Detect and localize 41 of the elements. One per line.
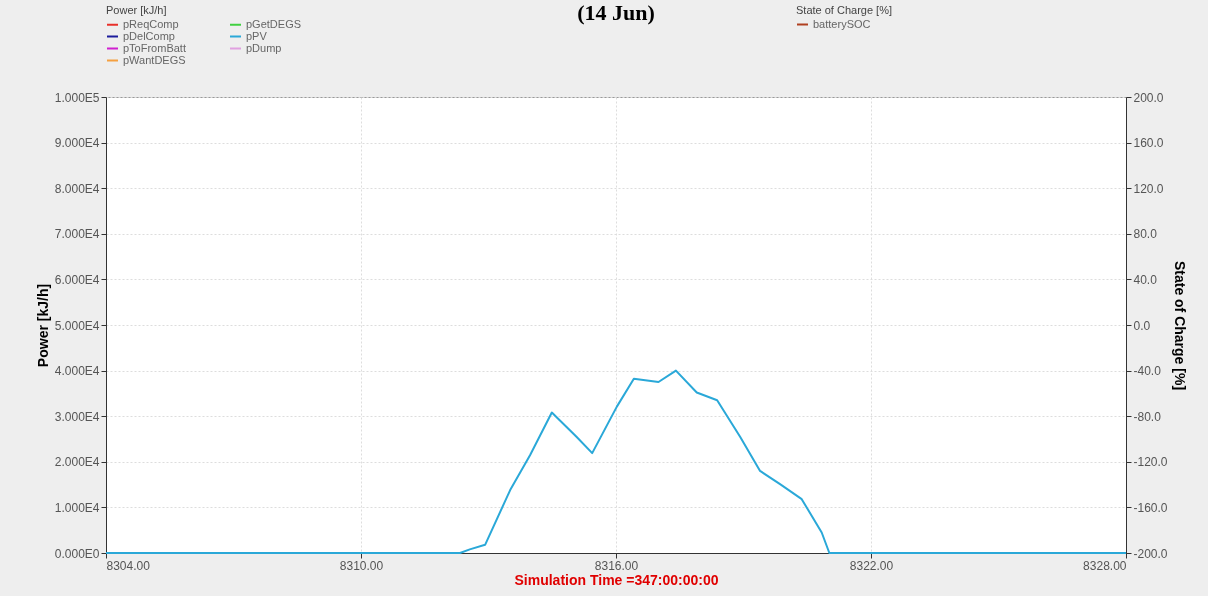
y2-tick-label: 200.0 (1133, 90, 1164, 105)
y2-tick-label: 120.0 (1133, 181, 1164, 196)
y2-tick-label: -40.0 (1133, 364, 1162, 379)
y-tick-label: 8.000E4 (54, 181, 100, 196)
y-tick-label: 0.000E0 (54, 546, 100, 561)
legend-title: Power [kJ/h] (106, 4, 167, 16)
y2-tick-label: -120.0 (1133, 455, 1168, 470)
y-axis-title: Power [kJ/h] (34, 283, 51, 368)
legend-label: batterySOC (813, 17, 871, 30)
y-tick-label: 4.000E4 (54, 364, 100, 379)
chart-title: (14 Jun) (577, 0, 655, 25)
y-tick-label: 1.000E5 (54, 90, 100, 105)
y2-tick-label: 80.0 (1133, 227, 1158, 242)
y2-tick-label: -160.0 (1133, 500, 1168, 515)
y-tick-label: 9.000E4 (54, 136, 100, 151)
y-tick-label: 6.000E4 (54, 272, 100, 287)
legend-label: pToFromBatt (123, 41, 186, 54)
y2-tick-label: -200.0 (1133, 546, 1168, 561)
y-tick-label: 1.000E4 (54, 500, 100, 515)
y2-tick-label: 40.0 (1133, 272, 1158, 287)
legend-label: pDelComp (123, 29, 175, 42)
x-tick-label: 8322.00 (849, 558, 894, 573)
x-tick-label: 8310.00 (339, 558, 384, 573)
x-tick-label: 8316.00 (594, 558, 639, 573)
y-tick-label: 5.000E4 (54, 318, 100, 333)
legend-label: pDump (246, 41, 282, 54)
legend-label: pWantDEGS (123, 53, 186, 66)
y-tick-label: 3.000E4 (54, 409, 100, 424)
y-tick-label: 7.000E4 (54, 227, 100, 242)
x-tick-label: 8328.00 (1083, 558, 1127, 573)
legend-label: pReqComp (123, 17, 179, 30)
legend-label: pPV (246, 29, 268, 42)
x-axis-title: Simulation Time =347:00:00:00 (514, 571, 719, 588)
y2-tick-label: -80.0 (1133, 409, 1162, 424)
y2-tick-label: 0.0 (1133, 318, 1151, 333)
y-tick-label: 2.000E4 (54, 455, 100, 470)
legend-label: pGetDEGS (246, 17, 302, 30)
y2-tick-label: 160.0 (1133, 136, 1164, 151)
y2-axis-title: State of Charge [%] (1171, 260, 1188, 391)
text: State of Charge [%] (796, 4, 892, 16)
x-tick-label: 8304.00 (106, 558, 151, 573)
